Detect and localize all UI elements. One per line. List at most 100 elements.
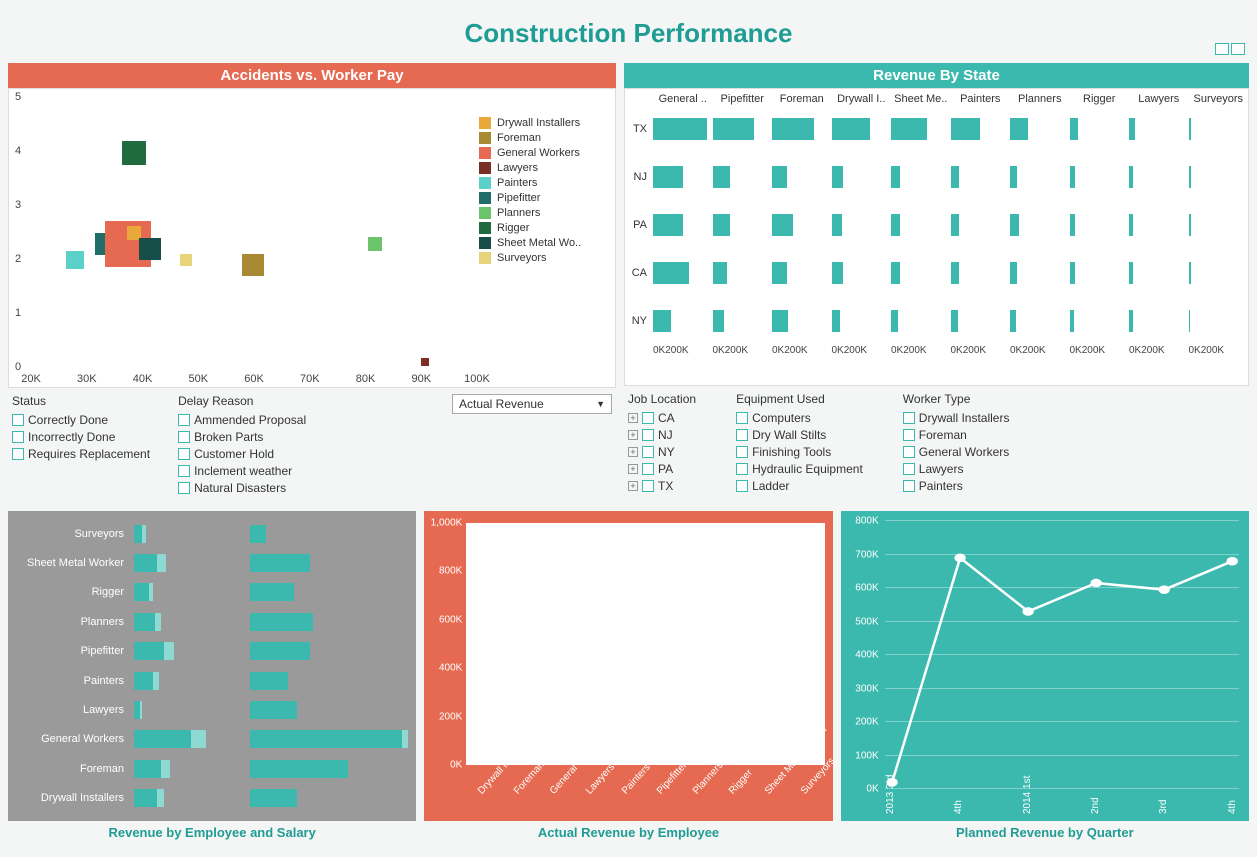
filter-checkbox[interactable]: Incorrectly Done (12, 430, 150, 444)
state-cell[interactable] (772, 201, 832, 249)
state-cell[interactable] (891, 105, 951, 153)
hbar-seg-a2[interactable] (250, 554, 310, 572)
state-cell[interactable] (1189, 249, 1249, 297)
state-cell[interactable] (951, 249, 1011, 297)
state-cell[interactable] (832, 297, 892, 345)
hbar-seg-b[interactable] (155, 613, 161, 631)
state-cell[interactable] (832, 105, 892, 153)
state-cell[interactable] (653, 105, 713, 153)
line-point[interactable] (954, 554, 965, 563)
state-cell[interactable] (1129, 105, 1189, 153)
window-icon[interactable] (1231, 43, 1245, 55)
scatter-point[interactable] (122, 141, 146, 165)
hbar-seg-b[interactable] (191, 730, 206, 748)
expand-icon[interactable]: + (628, 430, 638, 440)
hbar-seg-a[interactable] (134, 730, 191, 748)
scatter-point[interactable] (242, 254, 264, 276)
legend-item[interactable]: Lawyers (479, 162, 609, 174)
legend-item[interactable]: Sheet Metal Wo.. (479, 237, 609, 249)
filter-checkbox[interactable]: Painters (903, 479, 1010, 493)
expand-icon[interactable]: + (628, 413, 638, 423)
legend-item[interactable]: Foreman (479, 132, 609, 144)
vbar[interactable] (476, 692, 500, 765)
legend-item[interactable]: Surveyors (479, 252, 609, 264)
hbar-seg-a[interactable] (134, 789, 157, 807)
state-cell[interactable] (772, 153, 832, 201)
hbar-seg-a[interactable] (134, 525, 142, 543)
legend-item[interactable]: Planners (479, 207, 609, 219)
hbar-seg-a[interactable] (134, 554, 157, 572)
state-cell[interactable] (832, 249, 892, 297)
state-cell[interactable] (713, 201, 773, 249)
hbar-seg-a2[interactable] (250, 730, 402, 748)
legend-item[interactable]: Rigger (479, 222, 609, 234)
line-point[interactable] (1090, 579, 1101, 588)
state-cell[interactable] (1129, 201, 1189, 249)
expand-icon[interactable]: + (628, 464, 638, 474)
state-cell[interactable] (713, 297, 773, 345)
filter-checkbox[interactable]: Drywall Installers (903, 411, 1010, 425)
state-cell[interactable] (891, 249, 951, 297)
state-cell[interactable] (1070, 249, 1130, 297)
state-cell[interactable] (1010, 105, 1070, 153)
vbar[interactable] (756, 697, 780, 765)
scatter-point[interactable] (66, 251, 84, 269)
hbar-seg-b[interactable] (161, 760, 169, 778)
hbar-seg-a2[interactable] (250, 613, 313, 631)
hbar-seg-b[interactable] (164, 642, 175, 660)
state-cell[interactable] (832, 153, 892, 201)
state-cell[interactable] (1129, 249, 1189, 297)
filter-checkbox[interactable]: +PA (628, 462, 696, 476)
state-cell[interactable] (772, 105, 832, 153)
revenue-dropdown[interactable]: Actual Revenue ▼ (452, 394, 612, 414)
filter-checkbox[interactable]: Dry Wall Stilts (736, 428, 863, 442)
filter-checkbox[interactable]: Hydraulic Equipment (736, 462, 863, 476)
hbar-seg-a[interactable] (134, 583, 149, 601)
hbar-seg-a2[interactable] (250, 642, 310, 660)
expand-icon[interactable]: + (628, 481, 638, 491)
filter-checkbox[interactable]: Ammended Proposal (178, 413, 306, 427)
hbar-seg-a[interactable] (134, 642, 164, 660)
state-cell[interactable] (713, 105, 773, 153)
state-cell[interactable] (772, 297, 832, 345)
state-cell[interactable] (1189, 105, 1249, 153)
hbar-seg-b[interactable] (157, 554, 165, 572)
filter-checkbox[interactable]: +TX (628, 479, 696, 493)
filter-checkbox[interactable]: Foreman (903, 428, 1010, 442)
state-cell[interactable] (891, 297, 951, 345)
filter-checkbox[interactable]: Correctly Done (12, 413, 150, 427)
line-point[interactable] (1226, 557, 1237, 566)
hbar-seg-b[interactable] (142, 525, 145, 543)
state-cell[interactable] (653, 201, 713, 249)
state-cell[interactable] (891, 201, 951, 249)
vbar[interactable] (546, 557, 570, 765)
filter-checkbox[interactable]: +NY (628, 445, 696, 459)
state-cell[interactable] (772, 249, 832, 297)
legend-item[interactable]: Pipefitter (479, 192, 609, 204)
hbar-seg-a[interactable] (134, 760, 161, 778)
state-cell[interactable] (832, 201, 892, 249)
hbar-seg-a2[interactable] (250, 760, 348, 778)
state-cell[interactable] (1010, 297, 1070, 345)
scatter-point[interactable] (180, 254, 192, 266)
state-cell[interactable] (1189, 297, 1249, 345)
hbar-seg-b[interactable] (149, 583, 153, 601)
state-cell[interactable] (951, 153, 1011, 201)
state-cell[interactable] (1129, 297, 1189, 345)
state-cell[interactable] (1189, 201, 1249, 249)
filter-checkbox[interactable]: Requires Replacement (12, 447, 150, 461)
state-cell[interactable] (713, 249, 773, 297)
line-point[interactable] (1158, 585, 1169, 594)
hbar-seg-b[interactable] (157, 789, 163, 807)
filter-checkbox[interactable]: Ladder (736, 479, 863, 493)
state-cell[interactable] (1070, 153, 1130, 201)
filter-checkbox[interactable]: Natural Disasters (178, 481, 306, 495)
legend-item[interactable]: General Workers (479, 147, 609, 159)
vbar[interactable] (616, 702, 640, 765)
state-cell[interactable] (1010, 153, 1070, 201)
state-cell[interactable] (1129, 153, 1189, 201)
state-cell[interactable] (1189, 153, 1249, 201)
state-cell[interactable] (653, 153, 713, 201)
state-cell[interactable] (713, 153, 773, 201)
hbar-seg-a2[interactable] (250, 525, 266, 543)
